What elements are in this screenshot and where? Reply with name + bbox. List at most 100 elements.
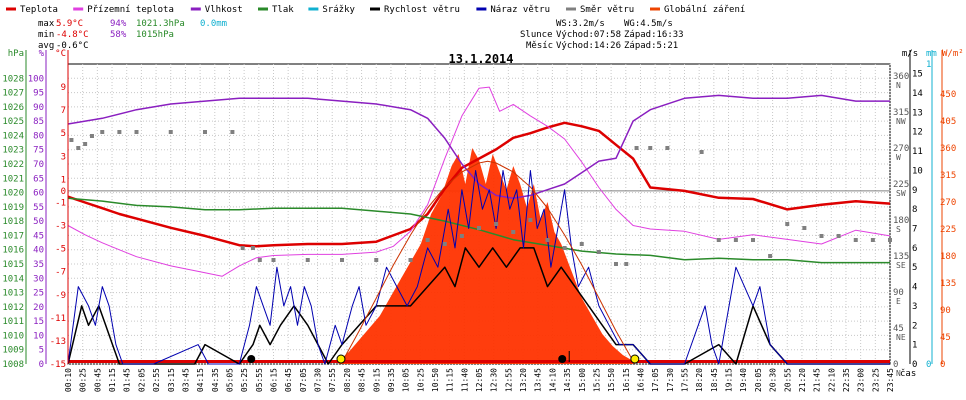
x-tick-label: 07:30 <box>314 368 323 392</box>
x-tick-label: 16:40 <box>636 368 645 392</box>
series-dir-point <box>340 258 344 262</box>
dir-tick-label: 180 <box>893 216 909 226</box>
dir-tick-label: 135 <box>893 252 909 262</box>
x-tick-label: 21:20 <box>798 368 807 392</box>
series-dir-point <box>511 230 516 234</box>
series-dir-point <box>494 222 499 226</box>
x-tick-label: 10:25 <box>416 368 425 392</box>
series-dir-point <box>250 246 255 250</box>
x-tick-label: 02:05 <box>137 368 146 392</box>
celsius-tick-label: -9 <box>55 291 66 301</box>
mm-axis-label: mm <box>926 49 937 59</box>
stat-avg-temp: -0.6°C <box>56 41 89 51</box>
x-tick-label: 12:30 <box>490 368 499 392</box>
ms-tick-label: 1 <box>912 341 917 351</box>
series-dir-point <box>528 218 533 222</box>
legend-label-rain: Srážky <box>322 5 355 15</box>
astro-sun-label: Slunce <box>520 30 553 40</box>
x-tick-label: 17:05 <box>651 368 660 392</box>
legend-label-dir: Směr větru <box>580 5 634 15</box>
celsius-tick-label: 0 <box>61 187 66 197</box>
chart-title: 13.1.2014 <box>448 52 513 66</box>
series-dir-point <box>733 238 738 242</box>
series-dir-point <box>374 258 379 262</box>
astro-moon-rise: Východ:14:26 <box>556 41 621 51</box>
series-dir-point <box>83 142 88 146</box>
ms-tick-label: 13 <box>912 108 923 118</box>
astro-wg: WG:4.5m/s <box>624 19 673 29</box>
celsius-tick-label: 5 <box>61 129 66 139</box>
legend-label-feels: Přízemní teplota <box>87 5 174 15</box>
astro-moon-label: Měsíc <box>526 41 553 51</box>
pct-tick-label: 5 <box>39 346 44 356</box>
mm-tick-label: 0 <box>926 360 931 370</box>
x-tick-label: 17:30 <box>666 368 675 392</box>
series-dir-point <box>648 146 653 150</box>
pct-tick-label: 35 <box>33 260 44 270</box>
pct-tick-label: 25 <box>33 289 44 299</box>
pct-tick-label: 20 <box>33 303 44 313</box>
celsius-tick-label: -1 <box>55 198 66 208</box>
ms-tick-label: 2 <box>912 321 917 331</box>
series-dir-point <box>596 250 601 254</box>
wm2-tick-label: 0 <box>940 360 945 370</box>
series-dir-point <box>579 242 584 246</box>
hpa-tick-label: 1024 <box>2 131 24 141</box>
sunrise-marker <box>336 354 346 364</box>
x-tick-label: 08:45 <box>358 368 367 392</box>
ms-tick-label: 7 <box>912 225 917 235</box>
series-dir-point <box>425 238 430 242</box>
series-dir-point <box>76 146 81 150</box>
dir-name-label: N <box>896 369 901 378</box>
stat-max-hum: 94% <box>110 19 127 29</box>
x-tick-label: 08:20 <box>343 368 352 392</box>
hpa-tick-label: 1010 <box>2 331 24 341</box>
legend-label-wind: Rychlost větru <box>384 5 460 15</box>
celsius-tick-label: 3 <box>61 152 66 162</box>
stats-block: max 5.9°C 94% 1021.3hPa 0.0mm min -4.8°C… <box>38 19 227 51</box>
series-gust-line <box>67 170 890 365</box>
series-dir-point <box>624 262 629 266</box>
hpa-tick-label: 1027 <box>2 89 24 99</box>
x-tick-label: 22:35 <box>842 368 851 392</box>
series-dir-point <box>665 146 670 150</box>
wm2-tick-label: 45 <box>940 333 951 343</box>
series-dir-point <box>853 238 858 242</box>
series-dir-point <box>634 146 639 150</box>
x-tick-label: 05:05 <box>225 368 234 392</box>
series-layer <box>67 86 892 365</box>
hpa-tick-label: 1022 <box>2 160 24 170</box>
x-tick-label: 03:45 <box>181 368 190 392</box>
hpa-tick-label: 1019 <box>2 203 24 213</box>
x-tick-label: 00:45 <box>93 368 102 392</box>
ms-tick-label: 0 <box>912 360 917 370</box>
ms-tick-label: 5 <box>912 263 917 273</box>
series-dir-point <box>89 134 94 138</box>
hpa-tick-label: 1020 <box>2 189 24 199</box>
ms-tick-label: 15 <box>912 70 923 80</box>
x-tick-label: 18:45 <box>710 368 719 392</box>
dir-tick-label: 225 <box>893 180 909 190</box>
x-tick-label: 15:25 <box>592 368 601 392</box>
dir-name-label: S <box>896 225 901 234</box>
hpa-tick-label: 1008 <box>2 360 24 370</box>
pct-tick-label: 15 <box>33 317 44 327</box>
x-tick-label: 07:55 <box>328 368 337 392</box>
moonrise-marker <box>558 355 567 363</box>
dir-name-label: W <box>896 153 901 162</box>
ms-tick-label: 11 <box>912 147 923 157</box>
dir-name-label: NE <box>896 333 906 342</box>
x-tick-label: 04:35 <box>211 368 220 392</box>
x-tick-label: 17:55 <box>681 368 690 392</box>
pct-tick-label: 40 <box>33 246 44 256</box>
wm2-tick-label: 180 <box>940 252 956 262</box>
dir-tick-label: 90 <box>893 288 904 298</box>
x-tick-label: 03:15 <box>167 368 176 392</box>
stat-min-temp: -4.8°C <box>56 30 89 40</box>
series-dir-point <box>888 238 892 242</box>
dir-tick-label: 45 <box>893 324 904 334</box>
x-tick-label: 13:45 <box>534 368 543 392</box>
series-dir-point <box>870 238 875 242</box>
pct-tick-label: 85 <box>33 117 44 127</box>
hpa-tick-label: 1013 <box>2 289 24 299</box>
